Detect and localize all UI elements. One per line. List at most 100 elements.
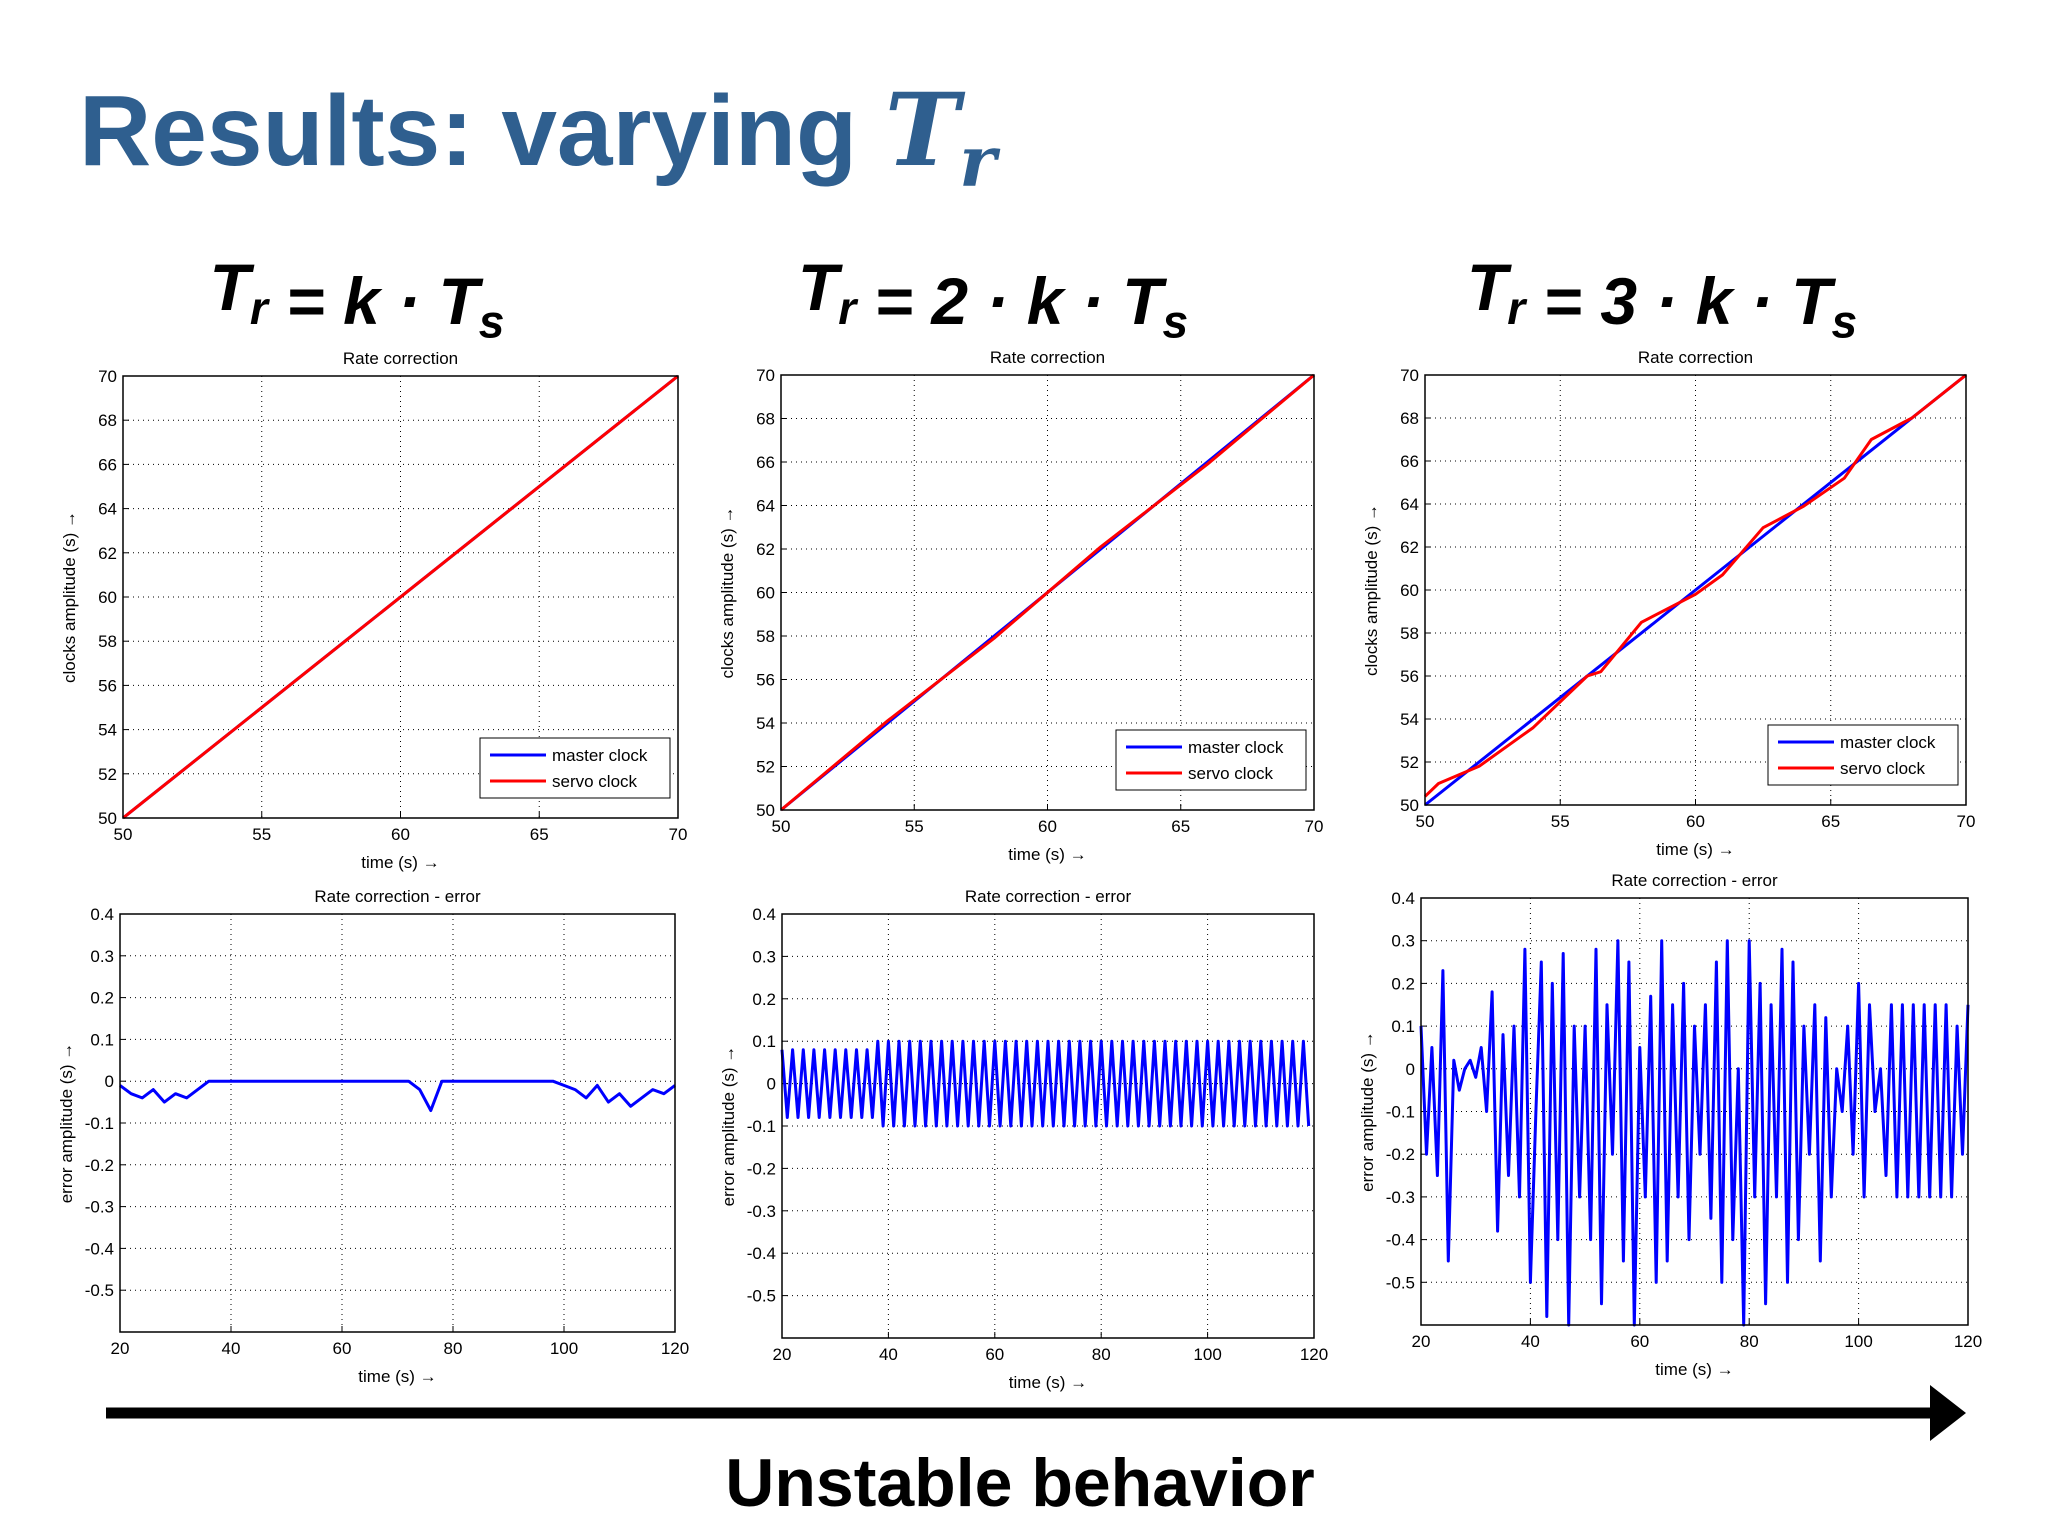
y-tick-label: 0.1 xyxy=(1391,1017,1415,1036)
chart-title: Rate correction - error xyxy=(965,887,1132,906)
y-tick-label: 50 xyxy=(98,809,117,828)
x-tick-label: 65 xyxy=(1171,817,1190,836)
y-tick-label: 0.4 xyxy=(752,905,776,924)
x-tick-label: 70 xyxy=(1305,817,1324,836)
y-tick-label: 66 xyxy=(1400,452,1419,471)
legend-label: servo clock xyxy=(1840,759,1926,778)
legend-box xyxy=(479,737,671,799)
x-tick-label: 60 xyxy=(985,1345,1004,1364)
y-axis-label: error amplitude (s) → xyxy=(1358,1031,1377,1192)
column-heading: Tr = 3 · k · Ts xyxy=(1467,250,1857,348)
plot-area xyxy=(1421,898,1968,1325)
y-tick-label: 70 xyxy=(756,366,775,385)
chart-title: Rate correction xyxy=(990,348,1105,367)
data-line xyxy=(780,1039,1311,1128)
y-tick-label: 0.2 xyxy=(752,990,776,1009)
y-axis-label: clocks amplitude (s) → xyxy=(1362,504,1381,676)
y-tick-label: 50 xyxy=(756,801,775,820)
y-tick-label: -0.1 xyxy=(85,1114,114,1133)
x-tick-label: 100 xyxy=(1193,1345,1221,1364)
data-line xyxy=(122,374,679,820)
x-tick-label: 20 xyxy=(1412,1332,1431,1351)
x-tick-label: 80 xyxy=(1092,1345,1111,1364)
y-tick-label: -0.2 xyxy=(747,1159,776,1178)
subscript: r xyxy=(959,120,1001,203)
subscript: s xyxy=(1162,296,1188,348)
data-line xyxy=(780,373,1315,812)
x-axis-label: time (s) → xyxy=(361,853,439,872)
y-tick-label: -0.1 xyxy=(747,1117,776,1136)
x-tick-label: 120 xyxy=(1300,1345,1328,1364)
x-axis-label: time (s) → xyxy=(358,1367,436,1386)
y-axis-label: error amplitude (s) → xyxy=(719,1046,738,1207)
y-tick-label: -0.4 xyxy=(85,1239,114,1258)
x-tick-label: 65 xyxy=(530,825,549,844)
x-tick-label: 120 xyxy=(661,1339,689,1358)
x-tick-label: 70 xyxy=(1957,812,1976,831)
y-tick-label: -0.5 xyxy=(85,1281,114,1300)
y-tick-label: 64 xyxy=(98,500,117,519)
legend-box xyxy=(1767,724,1959,786)
x-tick-label: 20 xyxy=(773,1345,792,1364)
x-tick-label: 65 xyxy=(1821,812,1840,831)
y-tick-label: 66 xyxy=(756,453,775,472)
y-tick-label: 0.3 xyxy=(752,947,776,966)
x-axis-label: time (s) → xyxy=(1655,1360,1733,1379)
text-piece: = 2 · k · xyxy=(856,264,1122,338)
y-tick-label: -0.3 xyxy=(747,1202,776,1221)
x-tick-label: 60 xyxy=(333,1339,352,1358)
x-tick-label: 70 xyxy=(669,825,688,844)
y-tick-label: 58 xyxy=(98,632,117,651)
chart-title: Rate correction xyxy=(1638,348,1753,367)
plot-frame xyxy=(780,374,1315,811)
text-piece: T xyxy=(1467,250,1512,324)
x-tick-label: 55 xyxy=(252,825,271,844)
data-line xyxy=(1424,373,1967,807)
footer-label: Unstable behavior xyxy=(725,1445,1315,1521)
y-tick-label: 58 xyxy=(756,627,775,646)
legend-label: master clock xyxy=(552,746,648,765)
y-tick-label: 0.1 xyxy=(752,1032,776,1051)
x-tick-label: 100 xyxy=(550,1339,578,1358)
y-axis-label: clocks amplitude (s) → xyxy=(60,511,79,683)
arrow-head xyxy=(1930,1385,1966,1441)
plot-frame xyxy=(1420,897,1969,1326)
y-tick-label: 68 xyxy=(756,410,775,429)
chart-title: Rate correction - error xyxy=(314,887,481,906)
slide-title: Results: varying Tr xyxy=(79,71,1001,203)
y-tick-label: -0.4 xyxy=(1386,1231,1415,1250)
y-axis-label: clocks amplitude (s) → xyxy=(718,507,737,679)
subscript: r xyxy=(250,282,271,334)
subscript: s xyxy=(479,296,505,348)
x-tick-label: 60 xyxy=(391,825,410,844)
y-tick-label: 0.3 xyxy=(90,947,114,966)
data-line xyxy=(119,1079,676,1112)
y-tick-label: 68 xyxy=(1400,409,1419,428)
plot-frame xyxy=(119,913,676,1333)
x-tick-label: 50 xyxy=(1416,812,1435,831)
x-tick-label: 60 xyxy=(1630,1332,1649,1351)
y-tick-label: -0.3 xyxy=(85,1198,114,1217)
plot-frame xyxy=(781,913,1315,1339)
y-tick-label: -0.3 xyxy=(1386,1188,1415,1207)
x-tick-label: 80 xyxy=(1740,1332,1759,1351)
x-tick-label: 120 xyxy=(1954,1332,1982,1351)
subscript: s xyxy=(1831,296,1857,348)
text-piece: T xyxy=(885,71,966,189)
y-tick-label: 62 xyxy=(1400,538,1419,557)
y-tick-label: 0 xyxy=(767,1075,776,1094)
y-tick-label: -0.1 xyxy=(1386,1103,1415,1122)
x-tick-label: 50 xyxy=(772,817,791,836)
x-axis-label: time (s) → xyxy=(1008,845,1086,864)
y-tick-label: -0.5 xyxy=(1386,1273,1415,1292)
text-piece: T xyxy=(438,264,483,338)
x-tick-label: 55 xyxy=(1551,812,1570,831)
y-tick-label: 52 xyxy=(1400,753,1419,772)
y-tick-label: 56 xyxy=(98,676,117,695)
y-tick-label: -0.4 xyxy=(747,1244,776,1263)
y-tick-label: 56 xyxy=(756,671,775,690)
text-piece: Results: varying xyxy=(79,75,885,187)
text-piece: = 3 · k · xyxy=(1525,264,1791,338)
y-tick-label: 52 xyxy=(98,765,117,784)
